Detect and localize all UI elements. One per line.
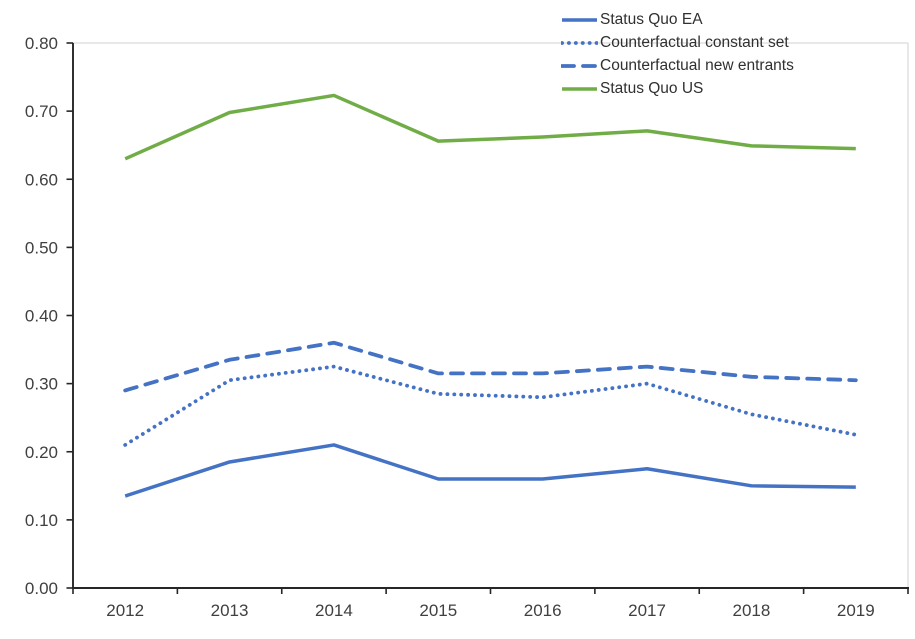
y-tick-label: 0.00 — [25, 579, 58, 598]
series-line-status-quo-us — [124, 93, 856, 161]
y-tick-label: 0.60 — [25, 170, 58, 189]
y-tick-label: 0.50 — [25, 238, 58, 257]
legend-dotted-line-icon — [561, 40, 598, 45]
x-tick-label: 2012 — [106, 601, 144, 620]
legend-solid-line-icon — [562, 86, 597, 91]
legend-dashed-line-icon — [561, 63, 598, 68]
chart-legend: Status Quo EA Counterfactual constant set… — [561, 8, 794, 100]
legend-label: Counterfactual constant set — [600, 33, 789, 51]
y-tick-label: 0.70 — [25, 102, 58, 121]
y-tick-label: 0.20 — [25, 443, 58, 462]
legend-item-counterfactual-new-entrants: Counterfactual new entrants — [561, 54, 794, 77]
legend-item-status-quo-ea: Status Quo EA — [561, 8, 794, 31]
y-tick-label: 0.30 — [25, 375, 58, 394]
x-tick-label: 2017 — [628, 601, 666, 620]
legend-item-counterfactual-constant-set: Counterfactual constant set — [561, 31, 794, 54]
series-line-status-quo-ea — [124, 443, 856, 498]
y-tick-label: 0.80 — [25, 34, 58, 53]
x-tick-label: 2014 — [315, 601, 353, 620]
legend-label: Status Quo EA — [600, 10, 703, 28]
x-tick-label: 2018 — [733, 601, 771, 620]
x-tick-label: 2019 — [837, 601, 875, 620]
x-tick-label: 2015 — [419, 601, 457, 620]
legend-label: Counterfactual new entrants — [600, 56, 794, 74]
legend-solid-line-icon — [562, 17, 597, 22]
x-tick-label: 2013 — [211, 601, 249, 620]
legend-label: Status Quo US — [600, 79, 704, 97]
y-tick-label: 0.40 — [25, 307, 58, 326]
series-line-counterfactual-new-entrants — [123, 340, 858, 393]
legend-item-status-quo-us: Status Quo US — [561, 77, 794, 100]
series-line-counterfactual-constant-set — [123, 364, 858, 447]
x-tick-label: 2016 — [524, 601, 562, 620]
y-tick-label: 0.10 — [25, 511, 58, 530]
